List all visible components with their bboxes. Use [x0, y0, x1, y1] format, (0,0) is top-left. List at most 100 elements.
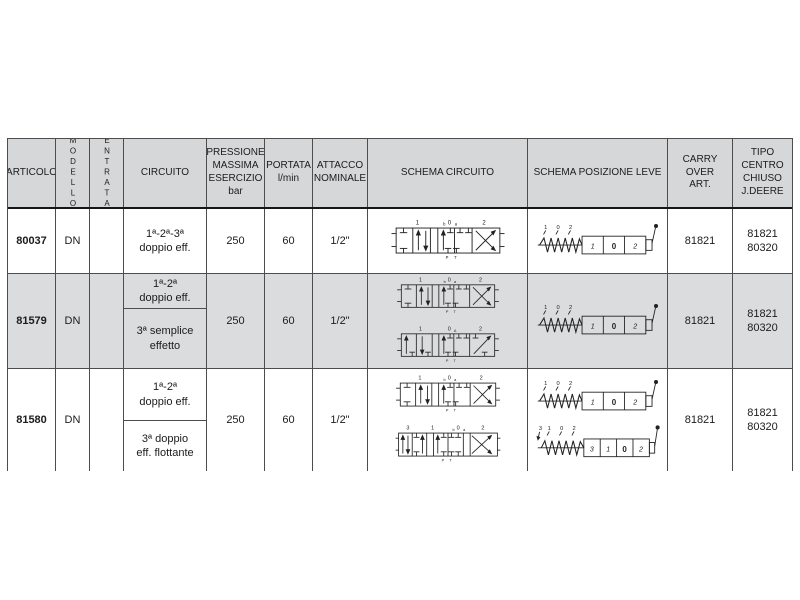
circuit-schematic-double-acting-icon: 1 b 0 a 2 P T [391, 220, 504, 260]
lever-position-schematic-4pos-icon: 3 1 0 2 3 1 0 2 [535, 425, 660, 458]
svg-text:T: T [449, 459, 452, 463]
svg-text:P: P [445, 409, 448, 413]
circuito-value: 1ª-2ª doppio eff. [124, 369, 206, 421]
table-row: 81580 DN 1ª-2ª doppio eff. 3ª doppio eff… [8, 369, 792, 471]
header-attacco: ATTACCO NOMINALE [313, 139, 368, 207]
header-schema-circuito: SCHEMA CIRCUITO [368, 139, 528, 207]
svg-text:2: 2 [568, 381, 571, 387]
modello-value: DN [56, 369, 90, 471]
svg-text:1: 1 [606, 445, 610, 453]
svg-text:2: 2 [478, 278, 481, 284]
articolo-value: 80037 [8, 209, 56, 273]
svg-text:2: 2 [568, 225, 571, 231]
svg-text:P: P [445, 255, 448, 260]
svg-text:0: 0 [611, 322, 616, 331]
svg-text:a: a [454, 280, 457, 284]
schema-leve-cell: 1 0 2 1 0 2 3 1 0 2 [528, 369, 668, 471]
circuito-cell: 1ª-2ª doppio eff. 3ª semplice effetto [124, 274, 207, 368]
pressione-value: 250 [207, 369, 265, 471]
svg-text:A: A [453, 329, 456, 333]
table-row: 81579 DN 1ª-2ª doppio eff. 3ª semplice e… [8, 274, 792, 369]
svg-text:2: 2 [632, 399, 637, 407]
schema-circuito-cell: 1 b 0 a 2 P T [368, 274, 528, 368]
schema-circuito-cell: 1 b 0 a 2 P T [368, 369, 528, 471]
svg-text:P: P [445, 310, 448, 314]
svg-text:1: 1 [544, 225, 547, 231]
lever-position-schematic-3pos-icon: 1 0 2 1 0 2 [537, 303, 658, 334]
articolo-value: 81580 [8, 369, 56, 471]
svg-text:1: 1 [590, 322, 594, 330]
svg-text:a: a [454, 222, 457, 227]
circuit-schematic-double-acting-icon: 1 b 0 a 2 P T [396, 278, 499, 314]
svg-text:0: 0 [556, 225, 559, 231]
schema-leve-cell: 1 0 2 1 0 2 [528, 209, 668, 273]
circuito-value: 3ª semplice effetto [136, 325, 194, 352]
schema-circuito-cell: 1 b 0 a 2 P T [368, 209, 528, 273]
circuito-cell: 1ª-2ª-3ª doppio eff. [124, 209, 207, 273]
svg-text:T: T [453, 359, 456, 363]
circuito-value: 1ª-2ª-3ª doppio eff. [139, 227, 191, 254]
svg-text:0: 0 [556, 381, 559, 387]
svg-text:0: 0 [456, 426, 459, 432]
svg-text:2: 2 [478, 327, 481, 333]
lever-position-schematic-3pos-icon: 1 0 2 1 0 2 [537, 379, 658, 411]
svg-text:b: b [443, 378, 445, 382]
carry-over-value: 81821 [668, 209, 733, 273]
tipo-centro-value: 81821 80320 [747, 406, 778, 433]
svg-text:1: 1 [544, 381, 547, 387]
table-header-row: ARTICOLO MODELLO ENTRATA CIRCUITO PRESSI… [8, 139, 792, 209]
header-tipo-centro: TIPO CENTRO CHIUSO J.DEERE [741, 147, 784, 197]
svg-text:1: 1 [418, 327, 421, 333]
svg-text:0: 0 [622, 445, 627, 454]
entrata-value [90, 209, 124, 273]
circuito-value: 1ª-2ª doppio eff. [124, 274, 206, 309]
header-pressione: PRESSIONE MASSIMA ESERCIZIO bar [207, 139, 265, 207]
header-carry-over: CARRY OVER ART. [668, 139, 733, 207]
svg-text:a: a [454, 378, 457, 382]
svg-text:1: 1 [418, 376, 421, 382]
svg-text:b: b [443, 280, 445, 284]
svg-text:P: P [441, 459, 444, 463]
svg-text:1: 1 [590, 242, 594, 250]
svg-text:2: 2 [572, 426, 575, 432]
entrata-value [90, 369, 124, 471]
svg-text:1: 1 [431, 426, 434, 432]
svg-text:0: 0 [447, 220, 451, 226]
portata-value: 60 [265, 369, 313, 471]
svg-text:1: 1 [590, 399, 594, 407]
header-articolo: ARTICOLO [8, 139, 56, 207]
portata-value: 60 [265, 274, 313, 368]
lever-position-schematic-3pos-icon: 1 0 2 1 0 2 [537, 223, 658, 254]
svg-text:T: T [454, 255, 457, 260]
circuit-schematic-single-acting-icon: 1 0 A 2 P T [396, 327, 499, 363]
header-entrata: ENTRATA [102, 139, 112, 207]
pressione-value: 250 [207, 274, 265, 368]
svg-text:2: 2 [479, 376, 482, 382]
attacco-value: 1/2" [313, 274, 368, 368]
svg-text:b: b [443, 222, 446, 227]
svg-text:b: b [452, 428, 454, 432]
circuit-schematic-floating-icon: 3 1 b 0 a 2 P [395, 426, 500, 463]
entrata-value [90, 274, 124, 368]
svg-text:3: 3 [589, 445, 593, 453]
svg-text:1: 1 [544, 305, 547, 311]
circuito-cell: 1ª-2ª doppio eff. 3ª doppio eff. flottan… [124, 369, 207, 471]
svg-text:P: P [445, 359, 448, 363]
header-portata: PORTATA l/min [265, 139, 313, 207]
svg-text:3: 3 [406, 426, 409, 432]
svg-text:2: 2 [637, 445, 642, 453]
portata-value: 60 [265, 209, 313, 273]
pressione-value: 250 [207, 209, 265, 273]
svg-text:0: 0 [447, 278, 450, 284]
svg-text:1: 1 [547, 426, 550, 432]
attacco-value: 1/2" [313, 369, 368, 471]
svg-text:a: a [463, 428, 466, 432]
svg-text:2: 2 [632, 322, 637, 330]
attacco-value: 1/2" [313, 209, 368, 273]
table-row: 80037 DN 1ª-2ª-3ª doppio eff. 250 60 1/2… [8, 209, 792, 274]
carry-over-value: 81821 [668, 369, 733, 471]
modello-value: DN [56, 274, 90, 368]
svg-text:T: T [453, 409, 456, 413]
svg-text:1: 1 [418, 278, 421, 284]
svg-text:2: 2 [632, 242, 637, 250]
